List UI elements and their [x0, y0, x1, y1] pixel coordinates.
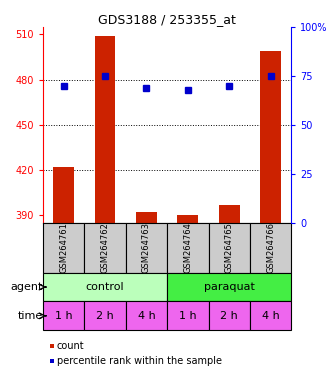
Text: 2 h: 2 h: [96, 311, 114, 321]
Bar: [136, 212, 157, 223]
Bar: [43, 273, 167, 301]
Bar: [126, 223, 167, 273]
Bar: [219, 205, 240, 223]
Text: count: count: [57, 341, 84, 351]
Text: percentile rank within the sample: percentile rank within the sample: [57, 356, 222, 366]
Bar: [84, 223, 126, 273]
Bar: [260, 51, 281, 223]
Text: 4 h: 4 h: [262, 311, 279, 321]
Bar: [43, 301, 84, 330]
Bar: [209, 223, 250, 273]
Text: control: control: [86, 282, 124, 292]
Text: time: time: [18, 311, 43, 321]
Text: 2 h: 2 h: [220, 311, 238, 321]
Text: GSM264761: GSM264761: [59, 222, 68, 273]
Bar: [167, 223, 209, 273]
Bar: [43, 223, 84, 273]
Text: GSM264765: GSM264765: [225, 222, 234, 273]
Title: GDS3188 / 253355_at: GDS3188 / 253355_at: [98, 13, 236, 26]
Text: 4 h: 4 h: [138, 311, 155, 321]
Bar: [126, 301, 167, 330]
Text: 1 h: 1 h: [179, 311, 197, 321]
Bar: [95, 36, 116, 223]
Bar: [250, 223, 291, 273]
Bar: [167, 273, 291, 301]
Text: GSM264762: GSM264762: [101, 222, 110, 273]
Text: paraquat: paraquat: [204, 282, 255, 292]
Bar: [209, 301, 250, 330]
Bar: [84, 301, 126, 330]
Bar: [53, 167, 74, 223]
Bar: [177, 215, 198, 223]
Text: agent: agent: [11, 282, 43, 292]
Text: GSM264766: GSM264766: [266, 222, 275, 273]
Text: 1 h: 1 h: [55, 311, 72, 321]
Bar: [250, 301, 291, 330]
Bar: [167, 301, 209, 330]
Text: GSM264764: GSM264764: [183, 222, 192, 273]
Text: GSM264763: GSM264763: [142, 222, 151, 273]
